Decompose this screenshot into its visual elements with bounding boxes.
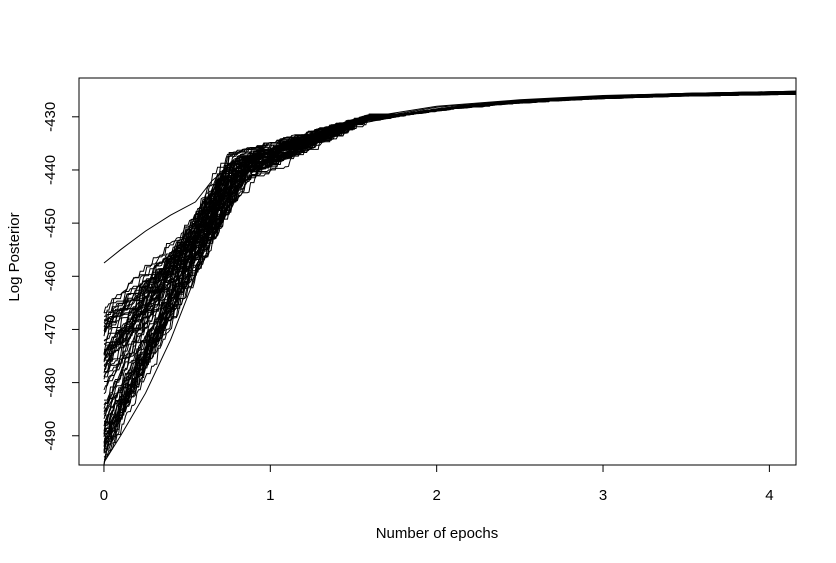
trace-line (103, 92, 796, 437)
trace-line (104, 91, 796, 442)
trace-line (104, 93, 796, 422)
trace-line (104, 93, 796, 432)
trace-line (103, 92, 796, 452)
trace-line (103, 92, 796, 458)
trace-line (104, 92, 796, 454)
trace-line (103, 92, 796, 443)
trace-line (103, 93, 796, 452)
trace-line (103, 91, 796, 432)
y-tick-label: -460 (42, 261, 59, 291)
x-tick-label: 0 (100, 487, 108, 504)
trace-line (104, 91, 796, 433)
trace-line (104, 92, 796, 460)
trace-lines (103, 90, 796, 465)
y-tick-label: -490 (42, 421, 59, 451)
y-tick-label: -470 (42, 314, 59, 344)
y-axis: -430 -440 -450 -460 -470 -480 -490 (42, 102, 79, 451)
trace-line (104, 91, 796, 440)
x-axis-label: Number of epochs (376, 525, 499, 542)
trace-line (103, 92, 796, 427)
trace-line (103, 93, 796, 465)
y-tick-label: -440 (42, 155, 59, 185)
trace-line (103, 91, 796, 447)
trace-line (104, 91, 796, 452)
trace-line (103, 90, 796, 463)
y-tick-label: -480 (42, 368, 59, 398)
x-tick-label: 1 (266, 487, 274, 504)
y-tick-label: -450 (42, 208, 59, 238)
trace-line (103, 92, 796, 451)
y-axis-label: Log Posterior (6, 212, 23, 301)
trace-line (103, 93, 796, 435)
x-axis: 0 1 2 3 4 (100, 465, 774, 504)
trace-line (103, 92, 796, 444)
trace-line (104, 92, 796, 448)
trace-line (104, 92, 796, 443)
trace-line (103, 91, 796, 465)
y-tick-label: -430 (42, 102, 59, 132)
x-tick-label: 3 (599, 487, 607, 504)
x-tick-label: 2 (432, 487, 440, 504)
trace-line (104, 92, 796, 424)
x-tick-label: 4 (765, 487, 773, 504)
trace-line (104, 93, 796, 423)
trace-line (103, 92, 796, 435)
trace-line (103, 92, 796, 391)
plot-frame (78, 77, 797, 466)
trace-line (103, 92, 796, 454)
trace-line (103, 92, 796, 437)
trace-line (103, 93, 796, 444)
